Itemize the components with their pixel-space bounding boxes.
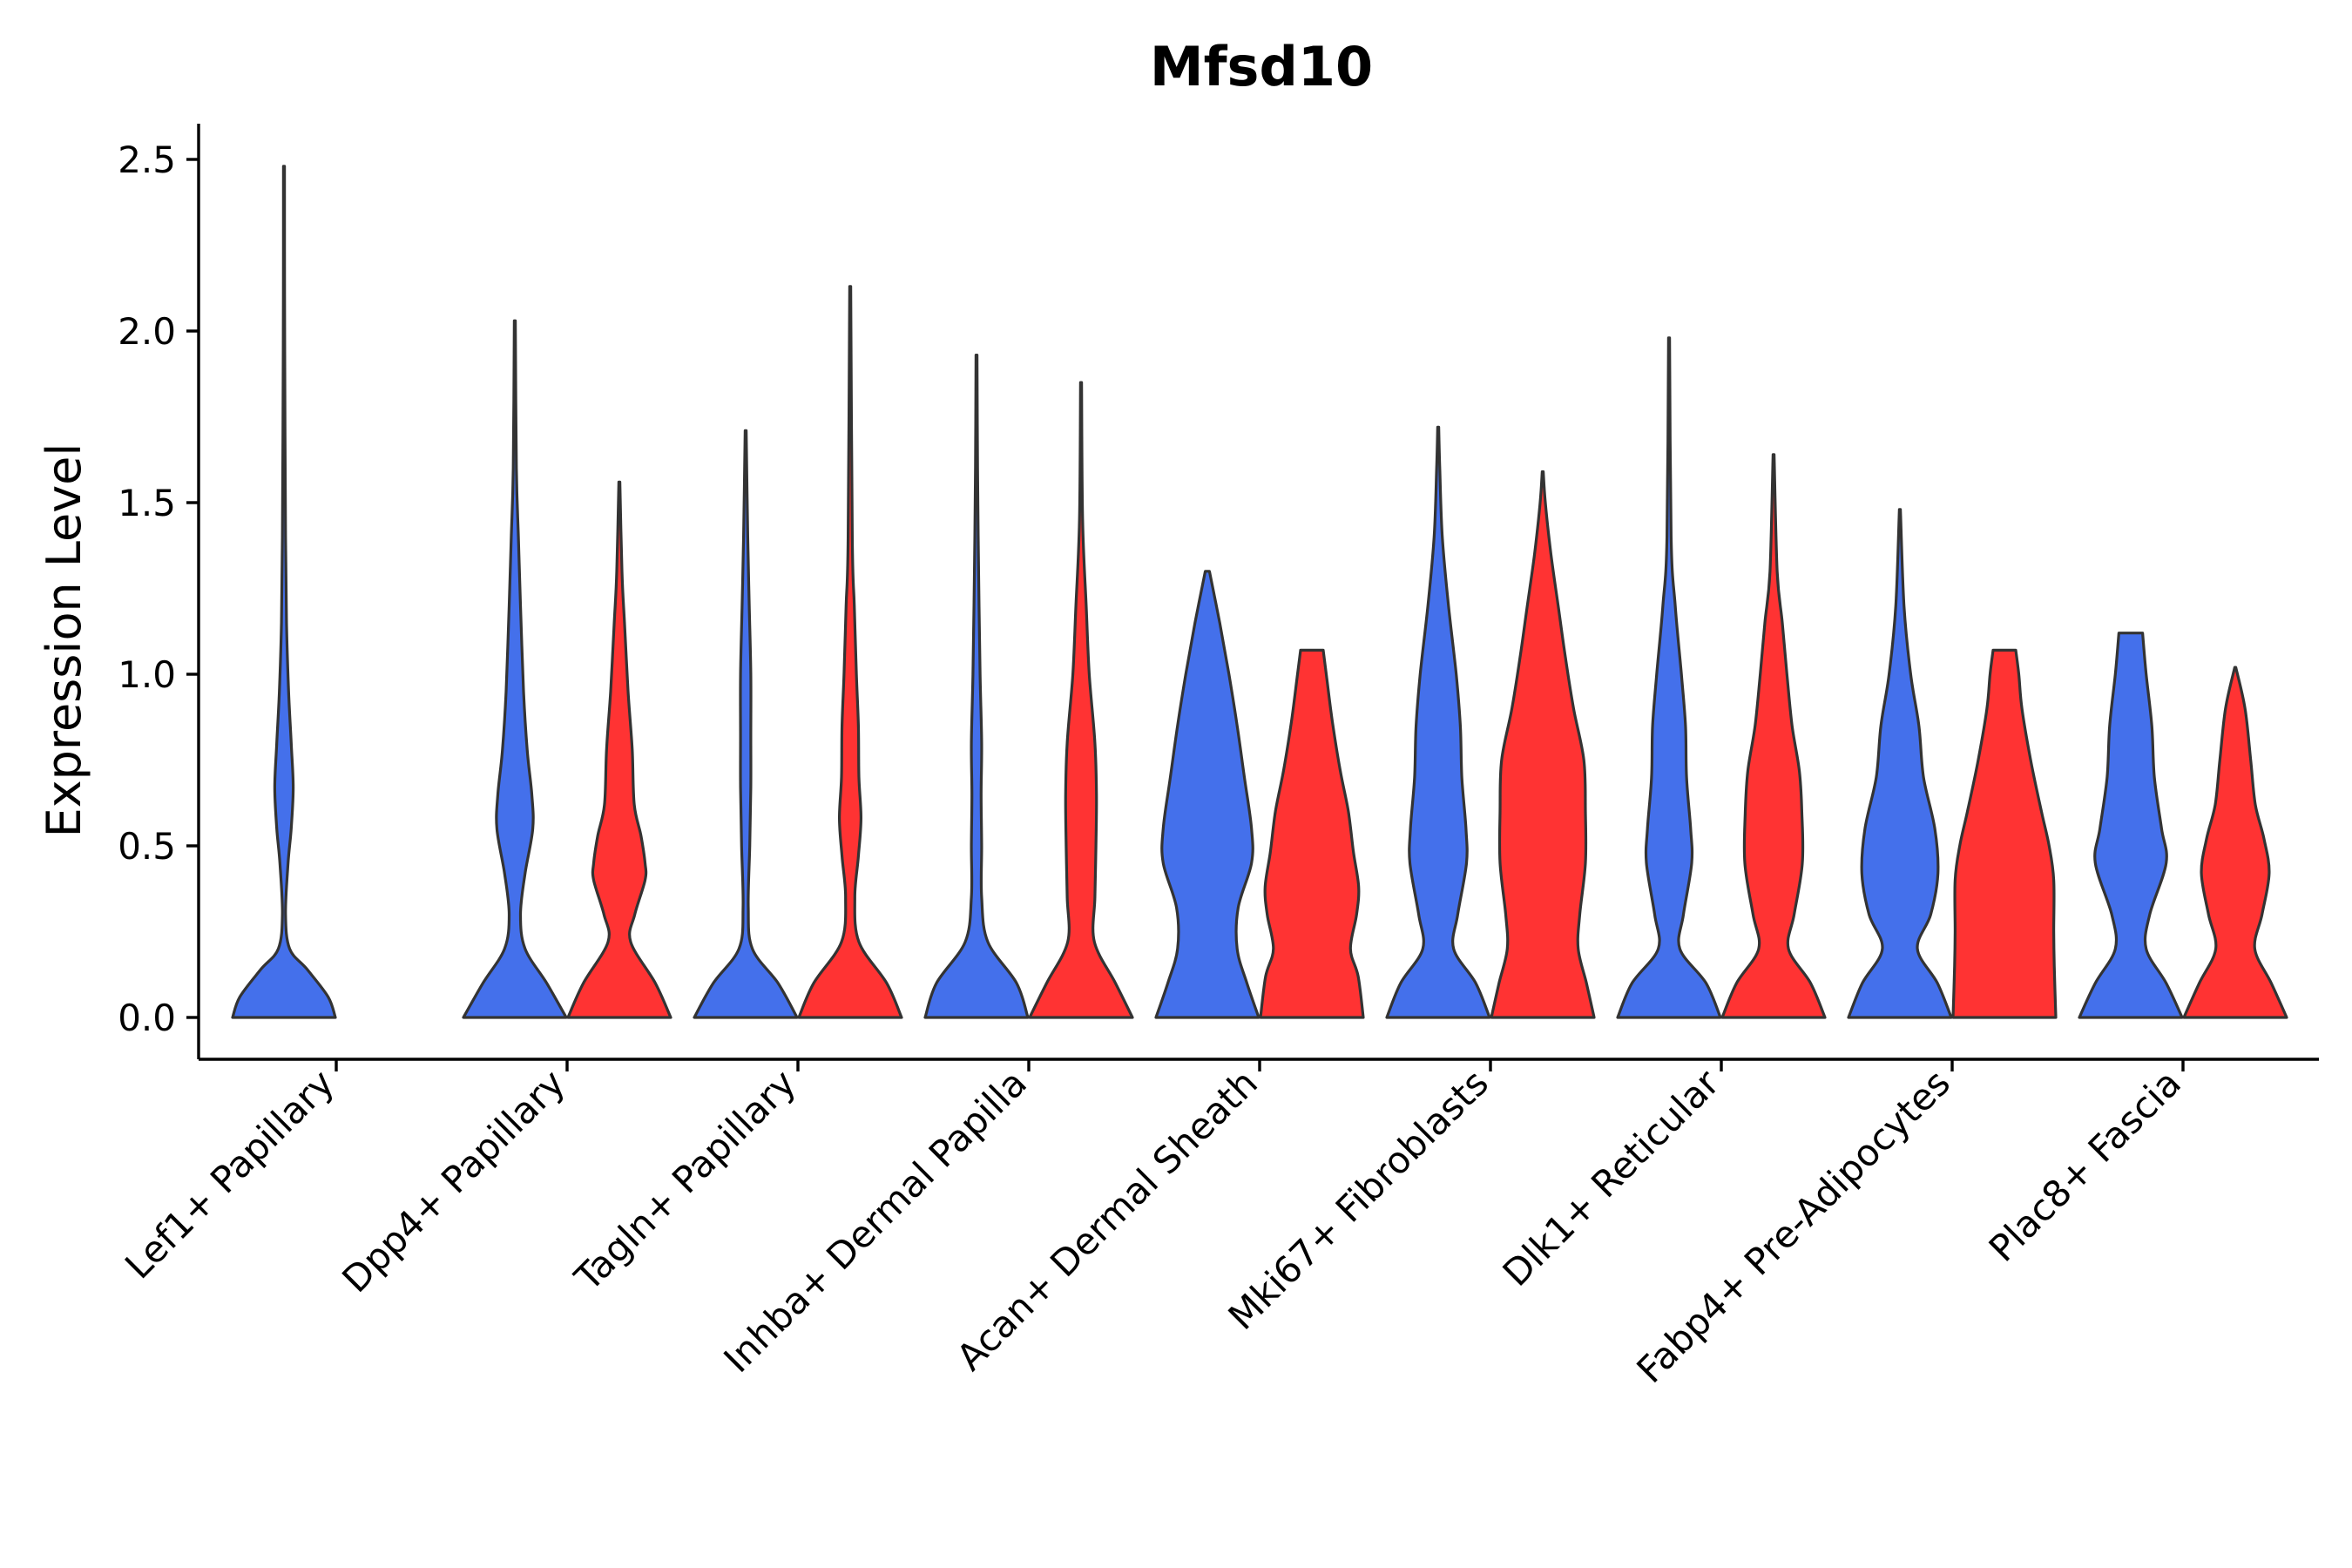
x-tick-label: Plac8+ Fascia (1981, 1061, 2189, 1269)
violin-mki67-fibroblasts-group2 (1490, 470, 1596, 1019)
violin-dpp4-papillary-group2 (566, 480, 672, 1019)
x-tick-label: Mki67+ Fibroblasts (1220, 1061, 1497, 1337)
violin-acan-dermal-sheath-group2 (1259, 648, 1365, 1019)
violin-plac8-fascia-group2 (2182, 666, 2288, 1019)
violin-fabp4-pre-adipocytes-group1 (1847, 508, 1953, 1019)
violin-dlk1-reticular-group2 (1720, 453, 1827, 1019)
y-tick-label: 0.0 (118, 997, 176, 1039)
violins (231, 165, 2288, 1019)
violin-tagln-papillary-group2 (797, 285, 903, 1019)
chart-title: Mfsd10 (1150, 35, 1373, 98)
violin-inhba-dermal-papilla-group2 (1028, 381, 1134, 1019)
violin-dlk1-reticular-group1 (1616, 336, 1722, 1019)
x-tick-label: Dlk1+ Reticular (1495, 1061, 1728, 1294)
y-tick-label: 2.0 (118, 310, 176, 353)
violin-inhba-dermal-papilla-group1 (923, 354, 1030, 1019)
violin-dpp4-papillary-group1 (462, 319, 568, 1019)
x-tick-label: Tagln+ Papillary (566, 1061, 804, 1299)
y-tick-label: 0.5 (118, 825, 176, 868)
violin-acan-dermal-sheath-group1 (1154, 570, 1260, 1019)
violin-tagln-papillary-group1 (693, 429, 799, 1019)
y-tick-label: 1.5 (118, 482, 176, 524)
violin-lef1-papillary-group1 (231, 165, 337, 1019)
x-tick-label: Lef1+ Papillary (117, 1061, 342, 1287)
violin-mki67-fibroblasts-group1 (1385, 425, 1491, 1019)
violin-plac8-fascia-group1 (2078, 632, 2184, 1019)
y-tick-label: 1.0 (118, 653, 176, 696)
y-tick-label: 2.5 (118, 139, 176, 181)
y-axis-label: Expression Level (37, 443, 91, 838)
x-tick-label: Dpp4+ Papillary (334, 1061, 573, 1301)
violin-fabp4-pre-adipocytes-group2 (1951, 648, 2058, 1019)
